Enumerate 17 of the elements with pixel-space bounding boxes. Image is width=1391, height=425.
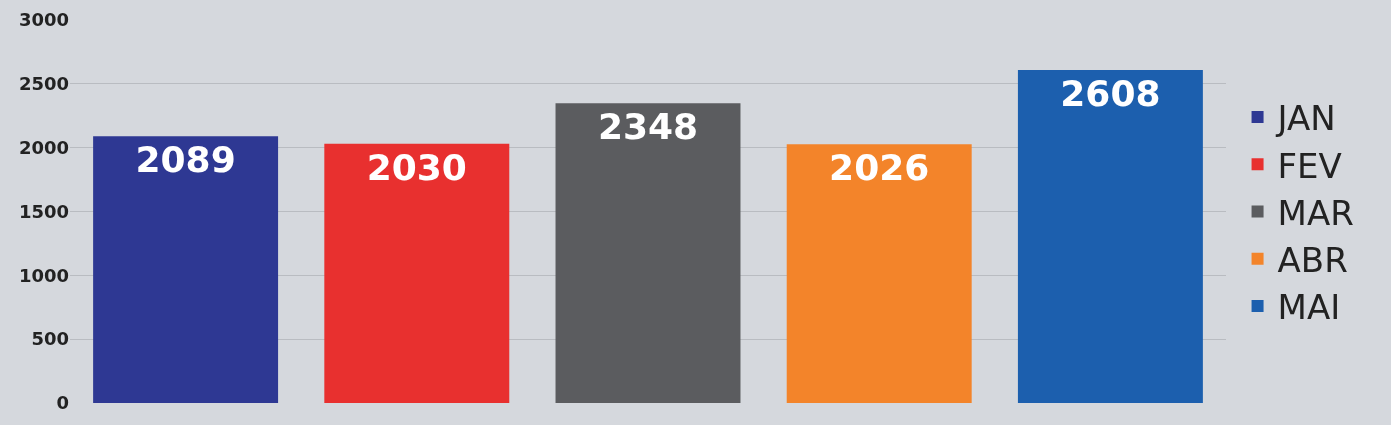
data-label: 2348 xyxy=(597,106,699,148)
y-tick-label: 2000 xyxy=(18,136,69,158)
legend-label: ABR xyxy=(1277,239,1348,280)
data-label: 2026 xyxy=(829,147,930,189)
data-label: 2030 xyxy=(366,146,467,188)
y-tick-label: 0 xyxy=(56,392,69,414)
legend-label: MAR xyxy=(1277,192,1354,233)
legend-label: FEV xyxy=(1277,145,1342,186)
y-tick-label: 3000 xyxy=(18,9,69,31)
y-tick-label: 2500 xyxy=(18,73,69,95)
legend-label: JAN xyxy=(1275,98,1336,139)
y-tick-label: 1000 xyxy=(18,264,69,286)
y-tick-label: 1500 xyxy=(18,200,69,222)
legend-label: MAI xyxy=(1277,287,1341,328)
y-tick-label: 500 xyxy=(31,328,69,350)
data-label: 2608 xyxy=(1060,73,1161,115)
data-label: 2089 xyxy=(135,139,236,181)
